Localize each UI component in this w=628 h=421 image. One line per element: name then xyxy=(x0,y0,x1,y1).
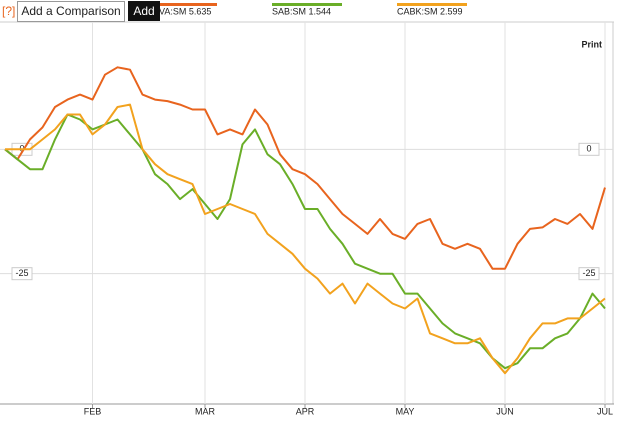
x-tick-label: JUL xyxy=(597,406,613,416)
compare-input[interactable]: Add a Comparison xyxy=(17,0,126,22)
help-link[interactable]: [?] xyxy=(2,4,16,18)
x-tick-label: MAR xyxy=(195,406,216,416)
legend-swatch xyxy=(147,3,217,6)
x-tick-label: JUN xyxy=(496,406,514,416)
add-button[interactable]: Add xyxy=(128,1,160,21)
legend-swatch xyxy=(397,3,467,6)
legend-swatch xyxy=(272,3,342,6)
legend-label: SAB:SM 1.544 xyxy=(272,6,331,16)
series-line xyxy=(4,66,606,270)
y-tick-label: 0 xyxy=(586,144,591,154)
y-tick-box xyxy=(578,267,600,281)
legend-label: CABK:SM 2.599 xyxy=(397,6,463,16)
y-tick-box xyxy=(578,142,600,156)
series-line xyxy=(5,103,606,375)
y-tick-label: -25 xyxy=(582,268,595,278)
print-link[interactable]: Print xyxy=(581,39,602,49)
x-tick-label: MAY xyxy=(396,406,415,416)
x-tick-label: FEB xyxy=(84,406,102,416)
y-tick-box xyxy=(11,267,33,281)
toolbar: [?] Add a Comparison Add xyxy=(0,0,160,22)
x-tick-label: APR xyxy=(296,406,315,416)
legend-label: BBVA:SM 5.635 xyxy=(147,6,211,16)
y-tick-label: -25 xyxy=(15,268,28,278)
